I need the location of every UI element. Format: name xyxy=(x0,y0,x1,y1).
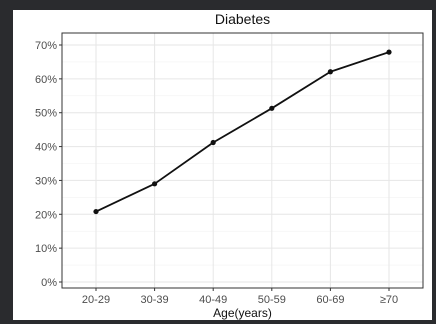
x-tick-label: 30-39 xyxy=(141,294,169,306)
data-point xyxy=(210,139,216,146)
data-point xyxy=(152,181,158,187)
y-tick-label: 50% xyxy=(35,108,57,120)
plot-border xyxy=(61,32,424,289)
y-tick-label: 60% xyxy=(35,74,57,86)
data-series xyxy=(93,49,392,215)
y-tick-label: 10% xyxy=(35,243,57,255)
data-point xyxy=(93,208,99,215)
data-point xyxy=(269,105,275,111)
y-tick-label: 20% xyxy=(35,209,57,221)
x-tick-label: 40-49 xyxy=(199,294,227,306)
y-tick-label: 70% xyxy=(35,40,57,52)
x-axis-title: Age(years) xyxy=(213,306,272,320)
data-point xyxy=(386,49,392,55)
x-tick-label: 60-69 xyxy=(316,294,344,306)
data-point xyxy=(327,69,333,75)
x-tick-label: 20-29 xyxy=(82,294,110,306)
grid-lines xyxy=(62,33,423,288)
x-tick-label: ≥70 xyxy=(380,294,398,306)
chart-title: Diabetes xyxy=(215,11,270,27)
series-line xyxy=(95,51,390,213)
y-tick-label: 40% xyxy=(35,142,57,154)
y-axis-tick-labels: 0% 10% 20% 30% 40% 50% 60% 70% xyxy=(35,40,57,289)
x-tick-label: 50-59 xyxy=(258,294,286,306)
y-tick-label: 30% xyxy=(35,175,57,187)
x-axis-tick-labels: 20-29 30-39 40-49 50-59 60-69 ≥70 xyxy=(82,294,398,306)
y-tick-label: 0% xyxy=(41,277,57,289)
